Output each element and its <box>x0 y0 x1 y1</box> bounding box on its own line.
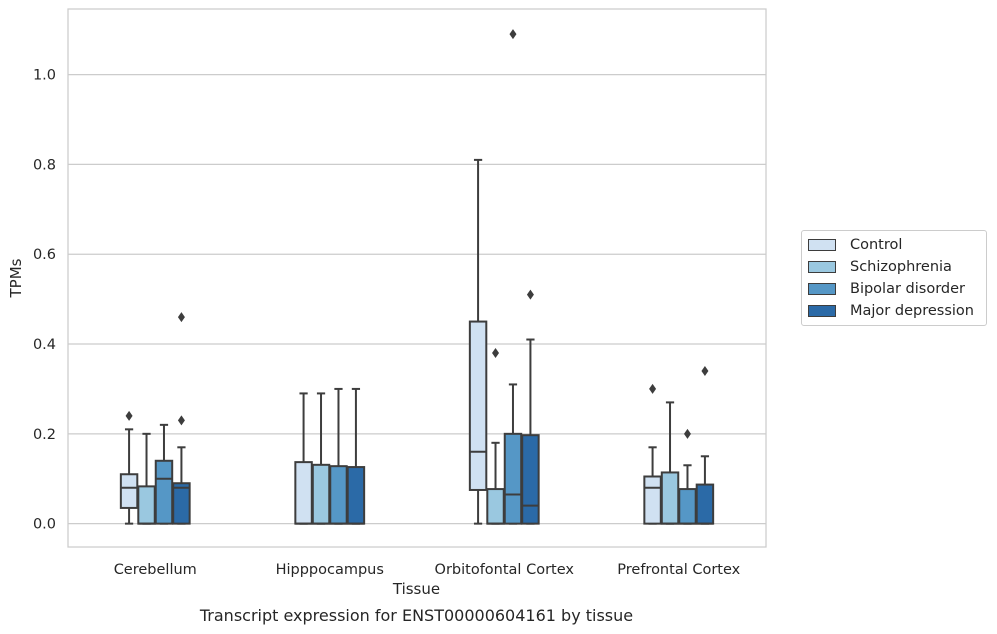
box-hipppocampus-bipolar-disorder <box>329 387 348 525</box>
box-prefrontal-cortex-bipolar-disorder <box>678 428 697 525</box>
outlier-point <box>492 347 500 358</box>
box-iqr <box>660 471 680 525</box>
outlier-point <box>683 428 691 439</box>
y-tick-label: 0.8 <box>33 157 56 173</box>
box-iqr <box>329 465 348 525</box>
box-hipppocampus-major-depression <box>346 387 366 525</box>
box-iqr <box>486 488 505 525</box>
x-tick-label: Orbitofontal Cortex <box>435 562 575 578</box>
y-axis-label: TPMs <box>7 258 25 298</box>
box-prefrontal-cortex-control <box>643 383 662 525</box>
box-cerebellum-schizophrenia <box>137 432 156 525</box>
legend-swatch-major-depression <box>808 305 836 317</box>
legend-label-schizophrenia: Schizophrenia <box>850 259 952 275</box>
box-cerebellum-major-depression <box>172 312 191 525</box>
outlier-point <box>649 383 657 394</box>
outlier-point <box>509 29 517 40</box>
legend-label-control: Control <box>850 237 903 253</box>
grid-lines <box>68 73 766 525</box>
y-tick-label: 1.0 <box>33 68 56 84</box>
legend-item-control: Control <box>808 235 902 255</box>
box-hipppocampus-control <box>294 392 313 525</box>
legend-swatch-control <box>808 239 836 251</box>
box-iqr <box>119 473 139 509</box>
box-orbitofontal-cortex-control <box>468 158 488 525</box>
box-iqr <box>154 459 174 525</box>
box-iqr <box>346 466 366 525</box>
x-tick-label: Prefrontal Cortex <box>617 562 740 578</box>
box-iqr <box>678 488 697 525</box>
x-tick-labels: Cerebellum Hipppocampus Orbitofontal Corte… <box>114 562 741 578</box>
outlier-point <box>125 410 133 421</box>
legend-item-schizophrenia: Schizophrenia <box>808 257 952 277</box>
legend-swatch-schizophrenia <box>808 261 836 273</box>
y-tick-labels: 0.0 0.2 0.4 0.6 0.8 1.0 <box>33 68 56 533</box>
box-iqr <box>172 482 191 525</box>
x-tick-label: Hipppocampus <box>276 562 384 578</box>
box-orbitofontal-cortex-schizophrenia <box>486 347 505 525</box>
legend: Control Schizophrenia Bipolar disorder M… <box>801 230 987 326</box>
outlier-point <box>526 289 534 300</box>
box-prefrontal-cortex-schizophrenia <box>660 401 680 525</box>
legend-swatch-bipolar-disorder <box>808 283 836 295</box>
box-cerebellum-bipolar-disorder <box>154 423 174 525</box>
box-iqr <box>503 432 523 525</box>
box-orbitofontal-cortex-major-depression <box>521 289 540 525</box>
y-tick-label: 0.6 <box>33 247 56 263</box>
x-tick-label: Cerebellum <box>114 562 197 578</box>
box-prefrontal-cortex-major-depression <box>695 365 715 525</box>
box-iqr <box>137 485 156 525</box>
box-orbitofontal-cortex-bipolar-disorder <box>503 29 523 525</box>
box-iqr <box>643 475 662 525</box>
chart-caption: Transcript expression for ENST0000060416… <box>199 606 634 625</box>
box-iqr <box>311 463 331 525</box>
box-iqr <box>521 434 540 525</box>
x-axis-label: Tissue <box>392 580 441 598</box>
outlier-point <box>701 365 709 376</box>
y-tick-label: 0.2 <box>33 427 56 443</box>
box-hipppocampus-schizophrenia <box>311 392 331 525</box>
y-tick-label: 0.4 <box>33 337 56 353</box>
box-cerebellum-control <box>119 410 139 525</box>
y-tick-label: 0.0 <box>33 517 56 533</box>
legend-item-major-depression: Major depression <box>808 301 974 321</box>
outlier-point <box>177 415 185 426</box>
plot-area-frame <box>67 8 767 548</box>
legend-label-major-depression: Major depression <box>850 303 974 319</box>
legend-item-bipolar-disorder: Bipolar disorder <box>808 279 965 299</box>
box-iqr <box>695 483 715 525</box>
outlier-point <box>177 312 185 323</box>
box-iqr <box>294 461 313 525</box>
box-plot-marks <box>119 29 715 525</box>
legend-label-bipolar-disorder: Bipolar disorder <box>850 281 965 297</box>
box-iqr <box>468 320 488 491</box>
